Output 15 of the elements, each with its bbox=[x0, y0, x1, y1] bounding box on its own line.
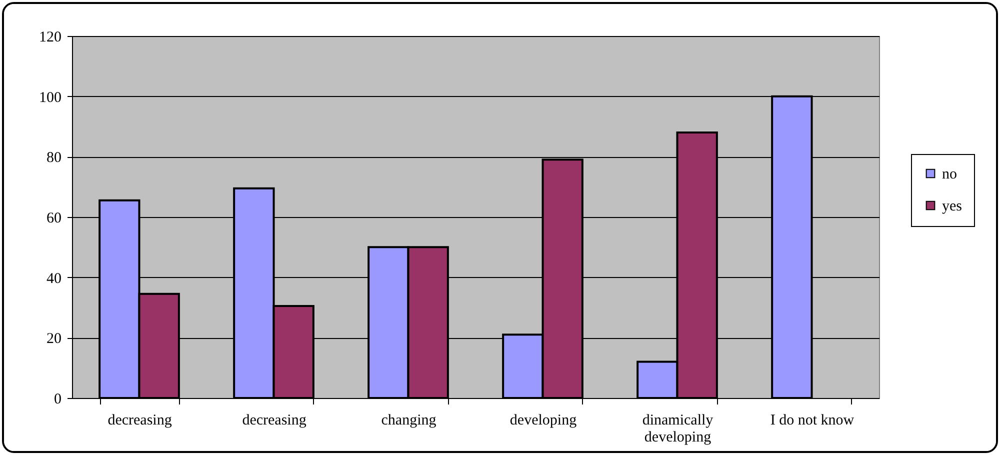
x-tick-label: dinamically developing bbox=[642, 412, 714, 446]
y-tick-label: 40 bbox=[46, 270, 62, 287]
x-tick-label: decreasing bbox=[242, 412, 307, 428]
x-tick-label: changing bbox=[381, 412, 437, 428]
y-tick-label: 20 bbox=[46, 331, 62, 348]
y-tick-label: 0 bbox=[54, 392, 62, 408]
y-tick-label: 100 bbox=[39, 90, 62, 106]
legend-label: no bbox=[942, 166, 957, 182]
legend-label: yes bbox=[942, 198, 962, 214]
x-tick-label: decreasing bbox=[108, 412, 172, 428]
y-tick-label: 60 bbox=[46, 210, 62, 226]
y-tick-label: 120 bbox=[39, 30, 62, 46]
x-tick-label: I do not know bbox=[770, 412, 854, 428]
y-tick-label: 80 bbox=[46, 150, 62, 166]
x-tick-label: developing bbox=[510, 412, 578, 428]
